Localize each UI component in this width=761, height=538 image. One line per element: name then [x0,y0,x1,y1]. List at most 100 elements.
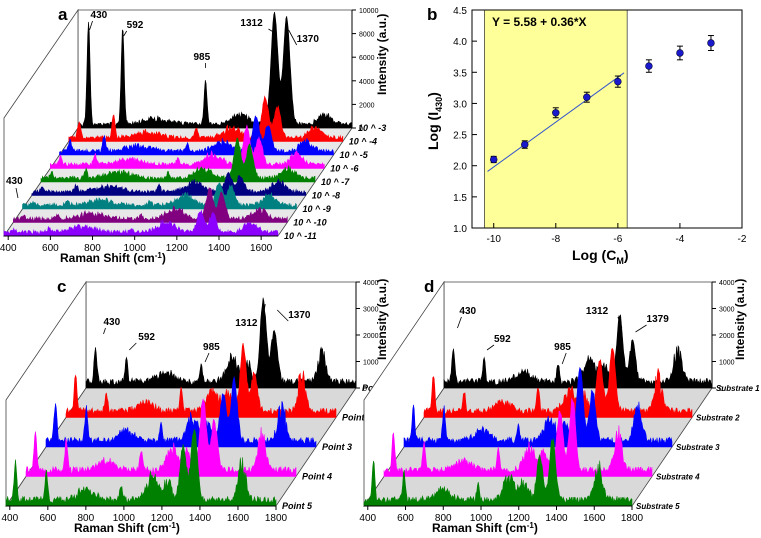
d-spectrum-4 [383,397,653,477]
a-z-tick-label: 4000 [359,79,375,86]
panel-b-y-label: Log (I430) [425,92,444,150]
b-y-tick-label: 2.0 [453,162,467,173]
b-data-point-7 [676,49,684,57]
a-z-tick-label: 0 [359,126,363,133]
panel-b-points [490,35,715,164]
b-data-point-1 [490,155,498,164]
a-x-tick-label: 1600 [250,243,273,254]
a-spectrum-3 [59,115,334,156]
a-z-tick-label: 10000 [359,8,379,15]
c-peak-label-1312: 1312 [235,318,258,329]
panel-c-letter: c [57,277,66,296]
c-x-tick-label: 600 [39,513,56,524]
panel-c-z-ticks: 0 1000 2000 3000 4000 [355,280,379,393]
c-peak-arrow-1312 [260,303,266,330]
a-z-tick-label: 8000 [359,32,375,39]
c-z-tick-label: 2000 [363,333,379,340]
a-x-tick-label: 1200 [166,243,189,254]
c-x-tick-label: 1400 [189,513,212,524]
a-spectrum-5 [40,137,316,183]
c-spectrum-4 [25,398,297,477]
d-peak-label-430: 430 [459,306,476,317]
c-z-tick-label: 4000 [363,280,379,287]
b-x-tick-label: -10 [486,234,501,245]
b-x-tick-label: -2 [738,234,747,245]
c-peak-label-430: 430 [104,317,121,328]
d-z-tick-label: 3000 [719,307,735,314]
b-y-tick-label: 1.5 [453,193,467,204]
a-series-label-6: 10 ^ -8 [312,191,340,201]
panel-a-peak-labels: 430 592 985 1312 1370 [89,10,320,68]
d-spectrum-2 [423,347,693,418]
d-peak-label-1379: 1379 [647,314,670,325]
d-series-label-1: Substrate 1 [716,384,760,393]
c-z-tick-label: 0 [363,386,367,393]
a-peak-label-430: 430 [91,10,108,21]
d-z-tick-label: 0 [719,386,723,393]
a-x-tick-label: 800 [84,243,101,254]
panel-c-x-label: Raman Shift (cm-1) [74,521,180,535]
c-peak-arrow-985 [204,352,210,363]
panel-a-series-labels: 10 ^ -3 10 ^ -4 10 ^ -5 10 ^ -6 10 ^ -7 10 ^ … [284,123,386,241]
c-spectrum-3 [45,376,317,448]
a-peak-arrow-1370 [288,29,298,46]
panel-d-x-ticks: 400 600 800 1000 1200 1400 1600 1800 [359,506,644,524]
c-x-tick-label: 800 [78,513,95,524]
panel-d-peak-labels: 430 592 985 1312 1379 [457,306,670,365]
d-peak-arrow-1312 [617,316,623,329]
d-series-label-2: Substrate 2 [696,414,740,423]
d-peak-arrow-1379 [635,324,647,333]
c-peak-label-985: 985 [203,342,220,353]
panel-a-z-ticks: 0 2000 4000 6000 8000 10000 [351,8,379,133]
c-series-label-2: Point 2 [342,413,372,423]
b-data-point-5 [614,77,622,86]
panel-a-front-peak-label: 430 [6,176,23,187]
panel-d: 400 600 800 1000 1200 1400 1600 1800 0 1000 2000 3… [359,277,760,535]
a-series-label-2: 10 ^ -4 [349,137,377,147]
panel-a-x-label: Raman Shift (cm-1) [60,251,166,265]
b-y-tick-label: 3.0 [453,99,467,110]
b-x-tick-label: -8 [551,234,560,245]
c-peak-label-1370: 1370 [288,310,311,321]
d-x-tick-label: 1600 [583,513,606,524]
panel-a-front-peak-arrow [15,187,19,199]
a-z-tick-label: 2000 [359,102,375,109]
a-x-tick-label: 600 [42,243,59,254]
c-x-tick-label: 1000 [113,513,136,524]
a-spectrum-7 [22,182,297,210]
c-peak-arrow-1370 [276,309,289,322]
panel-b-plot-frame [471,9,743,229]
a-spectrum-6 [31,171,307,196]
d-peak-arrow-985 [561,352,567,365]
d-z-tick-label: 1000 [719,360,735,367]
a-peak-arrow-1312 [268,28,274,33]
panel-b-fit-line [487,72,625,172]
panel-b-linear-range-highlight [484,9,628,229]
b-data-point-3 [552,109,560,117]
d-x-tick-label: 400 [359,513,376,524]
panel-b-y-ticks: 1.0 1.5 2.0 2.5 3.0 3.5 4.0 4.5 [453,6,477,235]
d-z-tick-label: 4000 [719,280,735,287]
a-x-tick-label: 1400 [208,243,231,254]
b-data-point-2 [521,140,529,149]
a-series-label-8: 10 ^ -10 [293,218,326,228]
c-series-label-5: Point 5 [282,501,313,511]
a-peak-label-1370: 1370 [297,34,320,45]
panel-a-x-ticks: 400 600 800 1000 1200 1400 1600 [0,236,273,254]
panel-c-x-ticks: 400 600 800 1000 1200 1400 1600 1800 [1,506,288,524]
b-x-tick-label: -4 [675,234,684,245]
a-peak-arrow-430 [89,20,93,31]
d-spectrum-5 [363,438,633,507]
a-x-tick-label: 1000 [124,243,147,254]
a-series-label-3: 10 ^ -5 [340,150,369,160]
c-z-tick-label: 1000 [363,360,379,367]
panel-b-letter: b [427,5,437,24]
a-peak-label-1312: 1312 [240,18,263,29]
d-x-tick-label: 1000 [470,513,493,524]
d-x-tick-label: 1400 [545,513,568,524]
a-z-tick-label: 6000 [359,55,375,62]
a-series-label-4: 10 ^ -6 [330,164,359,174]
panel-c-spectra [5,297,357,507]
c-peak-label-592: 592 [138,332,155,343]
a-spectrum-2 [68,95,344,142]
